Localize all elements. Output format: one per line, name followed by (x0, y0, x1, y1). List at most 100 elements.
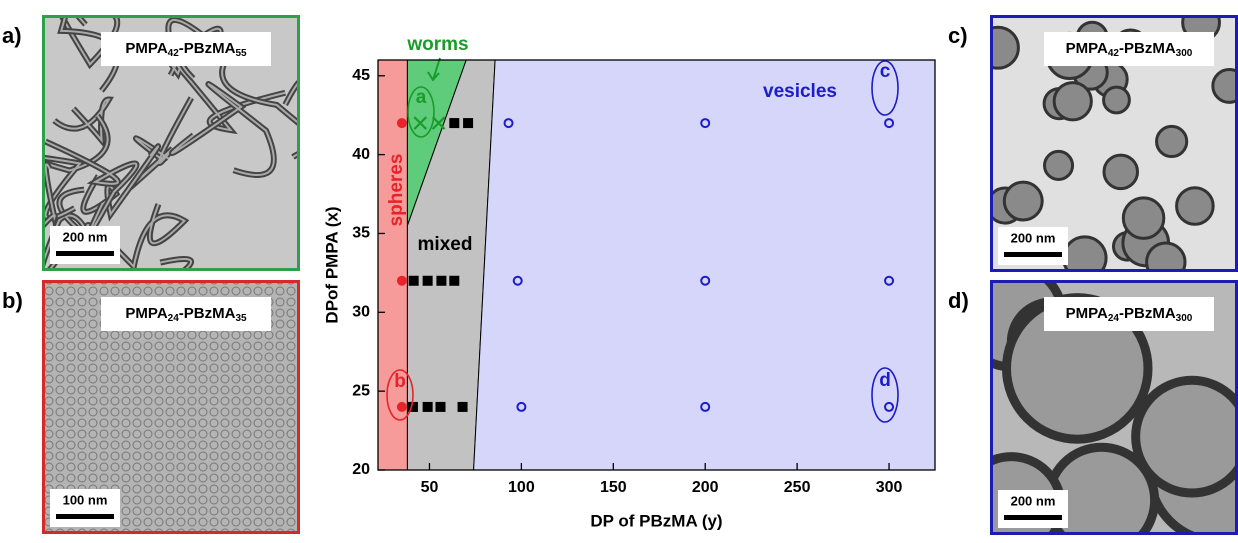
title-part: -PBzMA (1119, 305, 1176, 322)
vesicle (1043, 149, 1075, 181)
x-tick-label: 300 (876, 479, 903, 496)
title-box (101, 297, 271, 331)
y-tick-label: 45 (352, 67, 370, 84)
scale-label: 200 nm (63, 229, 108, 244)
title-part: 24 (1108, 313, 1120, 324)
region (473, 60, 935, 470)
scale-box (998, 227, 1068, 265)
y-tick-label: 25 (352, 382, 370, 399)
point (431, 116, 446, 130)
region-label: vesicles (763, 81, 837, 102)
annotation-ring (871, 60, 899, 116)
region (406, 60, 496, 470)
title-part: 55 (235, 48, 247, 59)
title-part: 300 (1176, 48, 1193, 59)
title-part: 35 (235, 313, 247, 324)
x-tick-label: 150 (600, 479, 627, 496)
point (503, 118, 514, 129)
panel-label: a) (2, 23, 22, 48)
point (396, 275, 407, 286)
point (449, 275, 460, 286)
point (463, 118, 474, 129)
annotation-ring (386, 369, 414, 421)
scale-bar (56, 251, 114, 256)
panel-title: PMPA42-PBzMA300 (1066, 40, 1193, 59)
vesicle (1131, 375, 1238, 498)
y-tick-label: 20 (352, 461, 370, 478)
panel-title: PMPA24-PBzMA35 (125, 305, 247, 324)
title-part: 300 (1176, 313, 1193, 324)
point (700, 275, 711, 286)
title-part: 42 (168, 48, 180, 59)
point (408, 275, 419, 286)
title-box (1044, 297, 1214, 331)
vesicle (1175, 186, 1215, 226)
worm-core (160, 258, 193, 271)
annotation-ring (871, 367, 899, 423)
vesicle (1211, 68, 1238, 104)
annotation: d (879, 370, 891, 391)
worm-core (53, 98, 111, 144)
worms-arrow (427, 57, 441, 82)
scale-box (50, 489, 120, 527)
title-part: PMPA (125, 305, 167, 322)
point (449, 118, 460, 129)
scale-bar (1004, 515, 1062, 520)
vesicle (1002, 180, 1044, 222)
vesicle (990, 25, 1020, 70)
scale-label: 200 nm (1011, 230, 1056, 245)
title-part: 24 (168, 313, 180, 324)
vesicle (1102, 85, 1131, 115)
worm-core (42, 163, 56, 229)
region-label: worms (406, 34, 468, 55)
title-part: -PBzMA (1119, 40, 1176, 57)
annotation: a (416, 87, 427, 108)
title-part: 42 (1108, 48, 1120, 59)
point (884, 275, 895, 286)
panel-label: b) (2, 288, 23, 313)
x-tick-label: 50 (421, 479, 439, 496)
point (700, 401, 711, 412)
vesicle (1155, 124, 1189, 159)
vesicle (1052, 81, 1093, 122)
point (512, 275, 523, 286)
y-tick-label: 35 (352, 225, 370, 242)
panel-label: d) (948, 288, 969, 313)
region (378, 60, 408, 470)
point (396, 401, 407, 412)
panel-title: PMPA42-PBzMA55 (125, 40, 247, 59)
panel-title: PMPA24-PBzMA300 (1066, 305, 1193, 324)
point (407, 401, 418, 412)
vesicle (1121, 196, 1166, 240)
annotation: b (394, 371, 406, 392)
scale-label: 200 nm (1011, 493, 1056, 508)
worm-core (42, 115, 109, 220)
x-tick-label: 100 (508, 479, 535, 496)
panel-border (990, 15, 1238, 272)
worm-core (82, 145, 160, 217)
panel-border (42, 280, 300, 534)
x-axis-label: DP of PBzMA (y) (590, 511, 722, 530)
scale-box (998, 490, 1068, 528)
scale-bar (56, 514, 114, 519)
worm-core (171, 83, 275, 176)
panel-border (990, 280, 1238, 535)
vesicle (1102, 153, 1139, 191)
point (700, 118, 711, 129)
region-label: spheres (386, 154, 407, 227)
point (436, 275, 447, 286)
point (396, 118, 407, 129)
point (884, 118, 895, 129)
title-part: PMPA (125, 40, 167, 57)
worm-core (221, 48, 300, 126)
scale-bar (1004, 252, 1062, 257)
title-box (1044, 32, 1214, 66)
panel-label: c) (948, 23, 968, 48)
vesicle (1062, 235, 1108, 272)
regions (378, 60, 935, 470)
scale-box (50, 226, 120, 264)
point (435, 401, 446, 412)
x-tick-label: 250 (784, 479, 811, 496)
annotation-ring (407, 86, 435, 138)
